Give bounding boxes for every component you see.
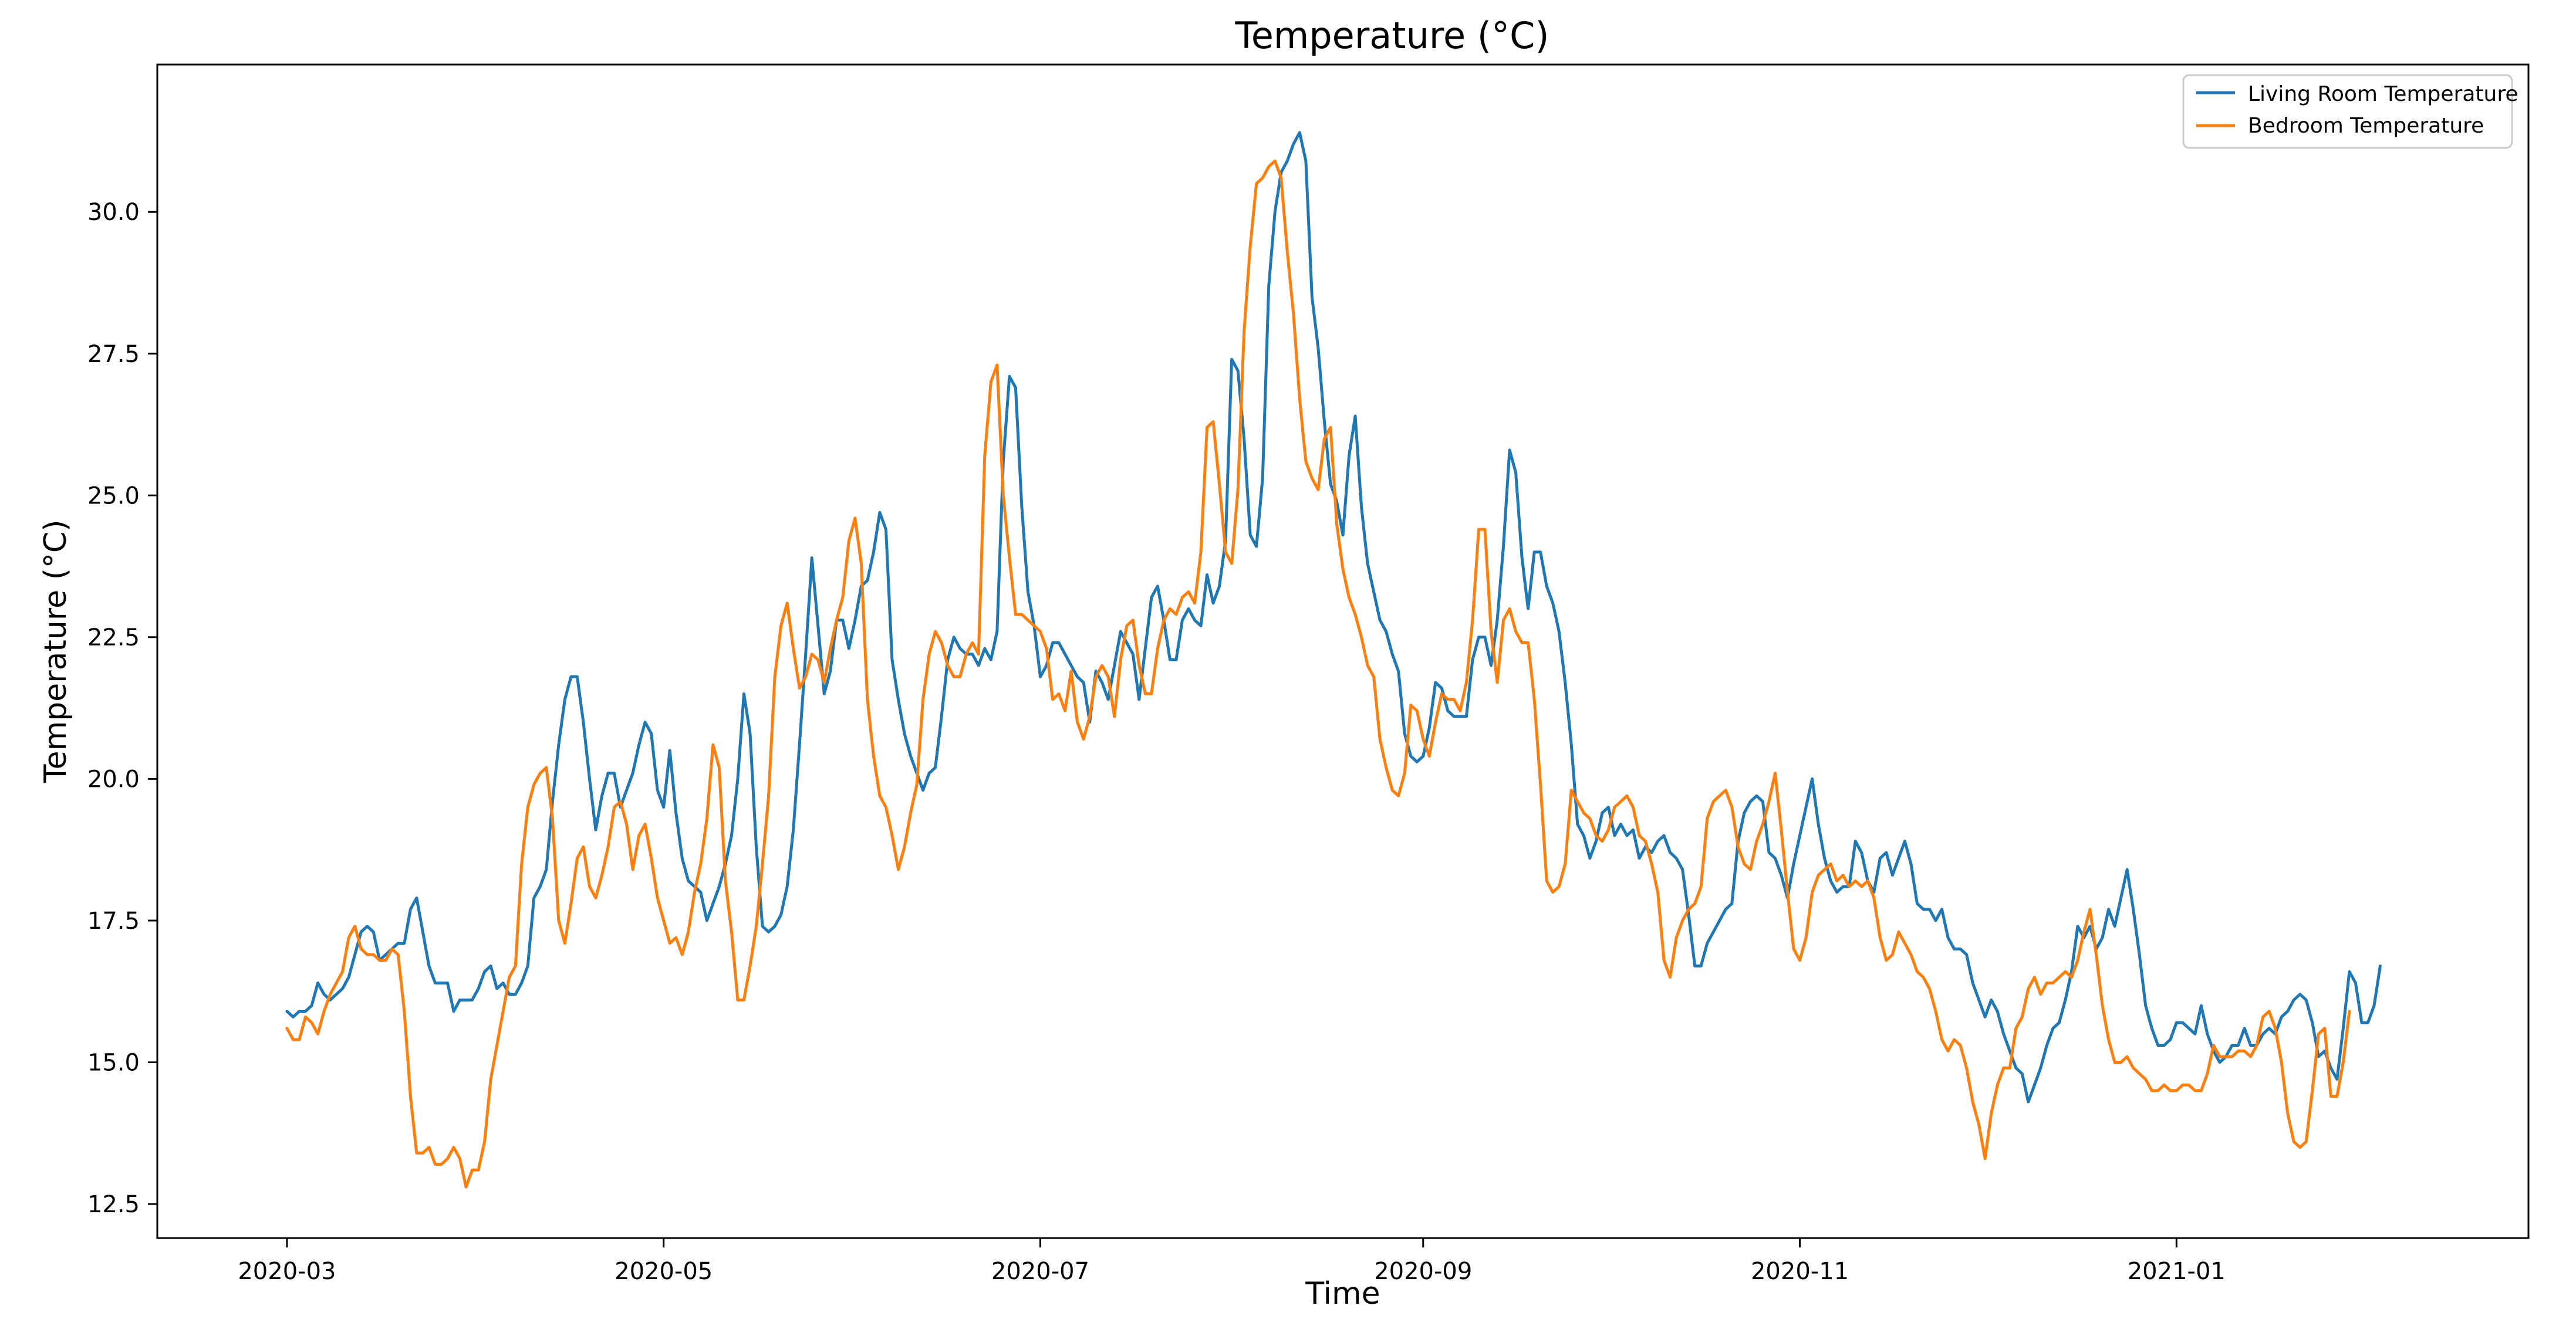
x-axis: 2020-03 2020-05 2020-07 2020-09 2020-11 2021-… <box>238 1238 2226 1285</box>
y-tick-label: 20.0 <box>87 766 140 793</box>
series-line-bedroom <box>285 159 2351 1189</box>
y-tick-label: 15.0 <box>87 1049 140 1076</box>
plot-frame <box>156 63 2530 1239</box>
y-tick-label: 22.5 <box>87 624 140 651</box>
x-axis-label: Time <box>1305 1276 1380 1311</box>
x-tick-label: 2021-01 <box>2128 1258 2226 1285</box>
x-tick-label: 2020-07 <box>991 1258 1089 1285</box>
legend-label-living-room: Living Room Temperature <box>2248 82 2518 106</box>
x-tick-label: 2020-09 <box>1374 1258 1472 1285</box>
y-tick-label: 27.5 <box>87 341 140 368</box>
legend-label-bedroom: Bedroom Temperature <box>2248 114 2484 138</box>
legend-box <box>2182 74 2513 149</box>
y-axis: 12.5 15.0 17.5 20.0 22.5 25.0 27.5 30.0 <box>87 199 157 1218</box>
y-tick-label: 12.5 <box>87 1191 140 1218</box>
x-tick-label: 2020-11 <box>1751 1258 1849 1285</box>
x-tick-label: 2020-03 <box>238 1258 336 1285</box>
y-tick-label: 17.5 <box>87 908 140 935</box>
plot-area <box>285 131 2382 1189</box>
y-tick-label: 30.0 <box>87 199 140 226</box>
x-tick-label: 2020-05 <box>615 1258 713 1285</box>
y-tick-label: 25.0 <box>87 482 140 509</box>
legend: Living Room Temperature Bedroom Temperat… <box>2182 74 2518 149</box>
y-axis-label: Temperature (°C) <box>38 520 73 784</box>
chart-title: Temperature (°C) <box>1234 14 1549 57</box>
